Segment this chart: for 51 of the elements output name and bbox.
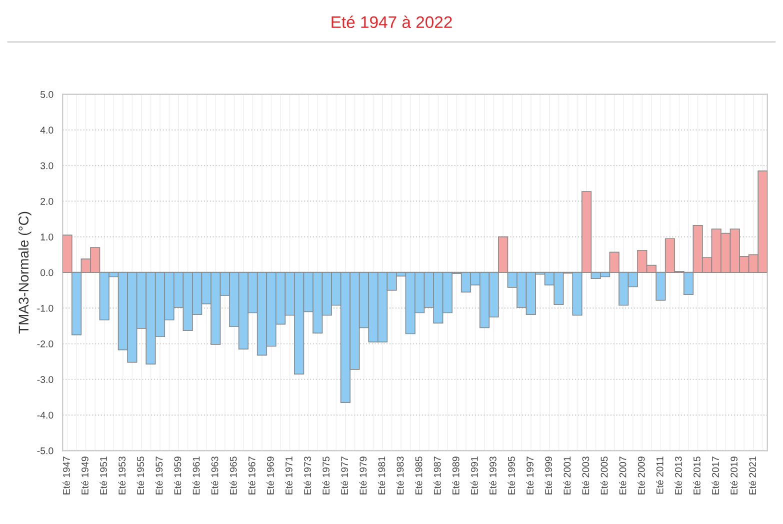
- x-tick-label: Eté 1947: [62, 456, 70, 494]
- y-tick-label: -4.0: [37, 412, 54, 419]
- chart-title: Eté 1947 à 2022: [332, 16, 452, 28]
- x-tick-label: Eté 1999: [544, 456, 552, 494]
- x-tick-label: Eté 2021: [748, 456, 756, 494]
- y-axis-title: TMA3-Normale (°C): [18, 212, 32, 334]
- x-tick-label: Eté 1995: [508, 456, 515, 494]
- x-tick-label: Eté 1957: [155, 456, 163, 494]
- x-tick-label: Eté 1969: [266, 456, 274, 494]
- x-tick-label: Eté 1949: [81, 456, 88, 494]
- x-tick-label: Eté 1959: [174, 456, 182, 494]
- x-tick-label: Eté 2017: [712, 456, 719, 494]
- x-tick-label: Eté 1951: [100, 456, 107, 494]
- y-tick-label: 5.0: [40, 91, 54, 98]
- x-tick-label: Eté 1963: [210, 456, 218, 494]
- y-tick-label: 0.0: [40, 269, 54, 276]
- x-tick-label: Eté 1965: [230, 456, 237, 494]
- x-tick-label: Eté 2015: [693, 456, 700, 494]
- x-tick-label: Eté 1977: [340, 456, 348, 494]
- x-tick-label: Eté 2007: [618, 456, 626, 494]
- x-tick-label: Eté 2003: [582, 456, 590, 494]
- y-tick-label: -1.0: [37, 304, 54, 312]
- x-tick-label: Eté 1981: [378, 456, 386, 494]
- x-tick-label: Eté 1989: [452, 456, 460, 494]
- x-tick-label: Eté 1955: [136, 456, 144, 494]
- x-tick-label: Eté 2019: [730, 456, 738, 494]
- x-tick-label: Eté 1973: [304, 456, 311, 494]
- x-tick-label: Eté 2011: [656, 456, 664, 494]
- x-tick-label: Eté 1985: [414, 456, 422, 494]
- x-tick-label: Eté 1971: [285, 456, 292, 494]
- x-tick-label: Eté 1979: [359, 456, 367, 494]
- y-tick-label: -5.0: [37, 447, 54, 454]
- y-tick-label: 1.0: [40, 234, 54, 240]
- x-tick-label: Eté 1983: [396, 456, 404, 494]
- x-tick-label: Eté 1975: [322, 456, 330, 494]
- x-tick-label: Eté 2005: [600, 456, 608, 494]
- x-tick-label: Eté 1993: [489, 456, 496, 494]
- x-tick-label: Eté 2013: [674, 456, 682, 494]
- x-tick-label: Eté 2001: [563, 456, 571, 494]
- x-tick-label: Eté 1961: [192, 456, 200, 494]
- y-tick-label: 4.0: [40, 126, 54, 134]
- x-tick-label: Eté 1967: [248, 456, 256, 494]
- y-tick-label: 3.0: [40, 162, 54, 170]
- x-tick-label: Eté 1953: [118, 456, 126, 494]
- x-tick-label: Eté 1991: [470, 456, 478, 494]
- y-tick-label: 2.0: [40, 198, 54, 205]
- x-tick-label: Eté 1997: [526, 456, 534, 494]
- y-tick-label: -2.0: [37, 340, 54, 348]
- y-tick-label: -3.0: [37, 376, 54, 383]
- x-tick-label: Eté 1987: [434, 456, 441, 494]
- x-tick-label: Eté 2009: [638, 456, 645, 494]
